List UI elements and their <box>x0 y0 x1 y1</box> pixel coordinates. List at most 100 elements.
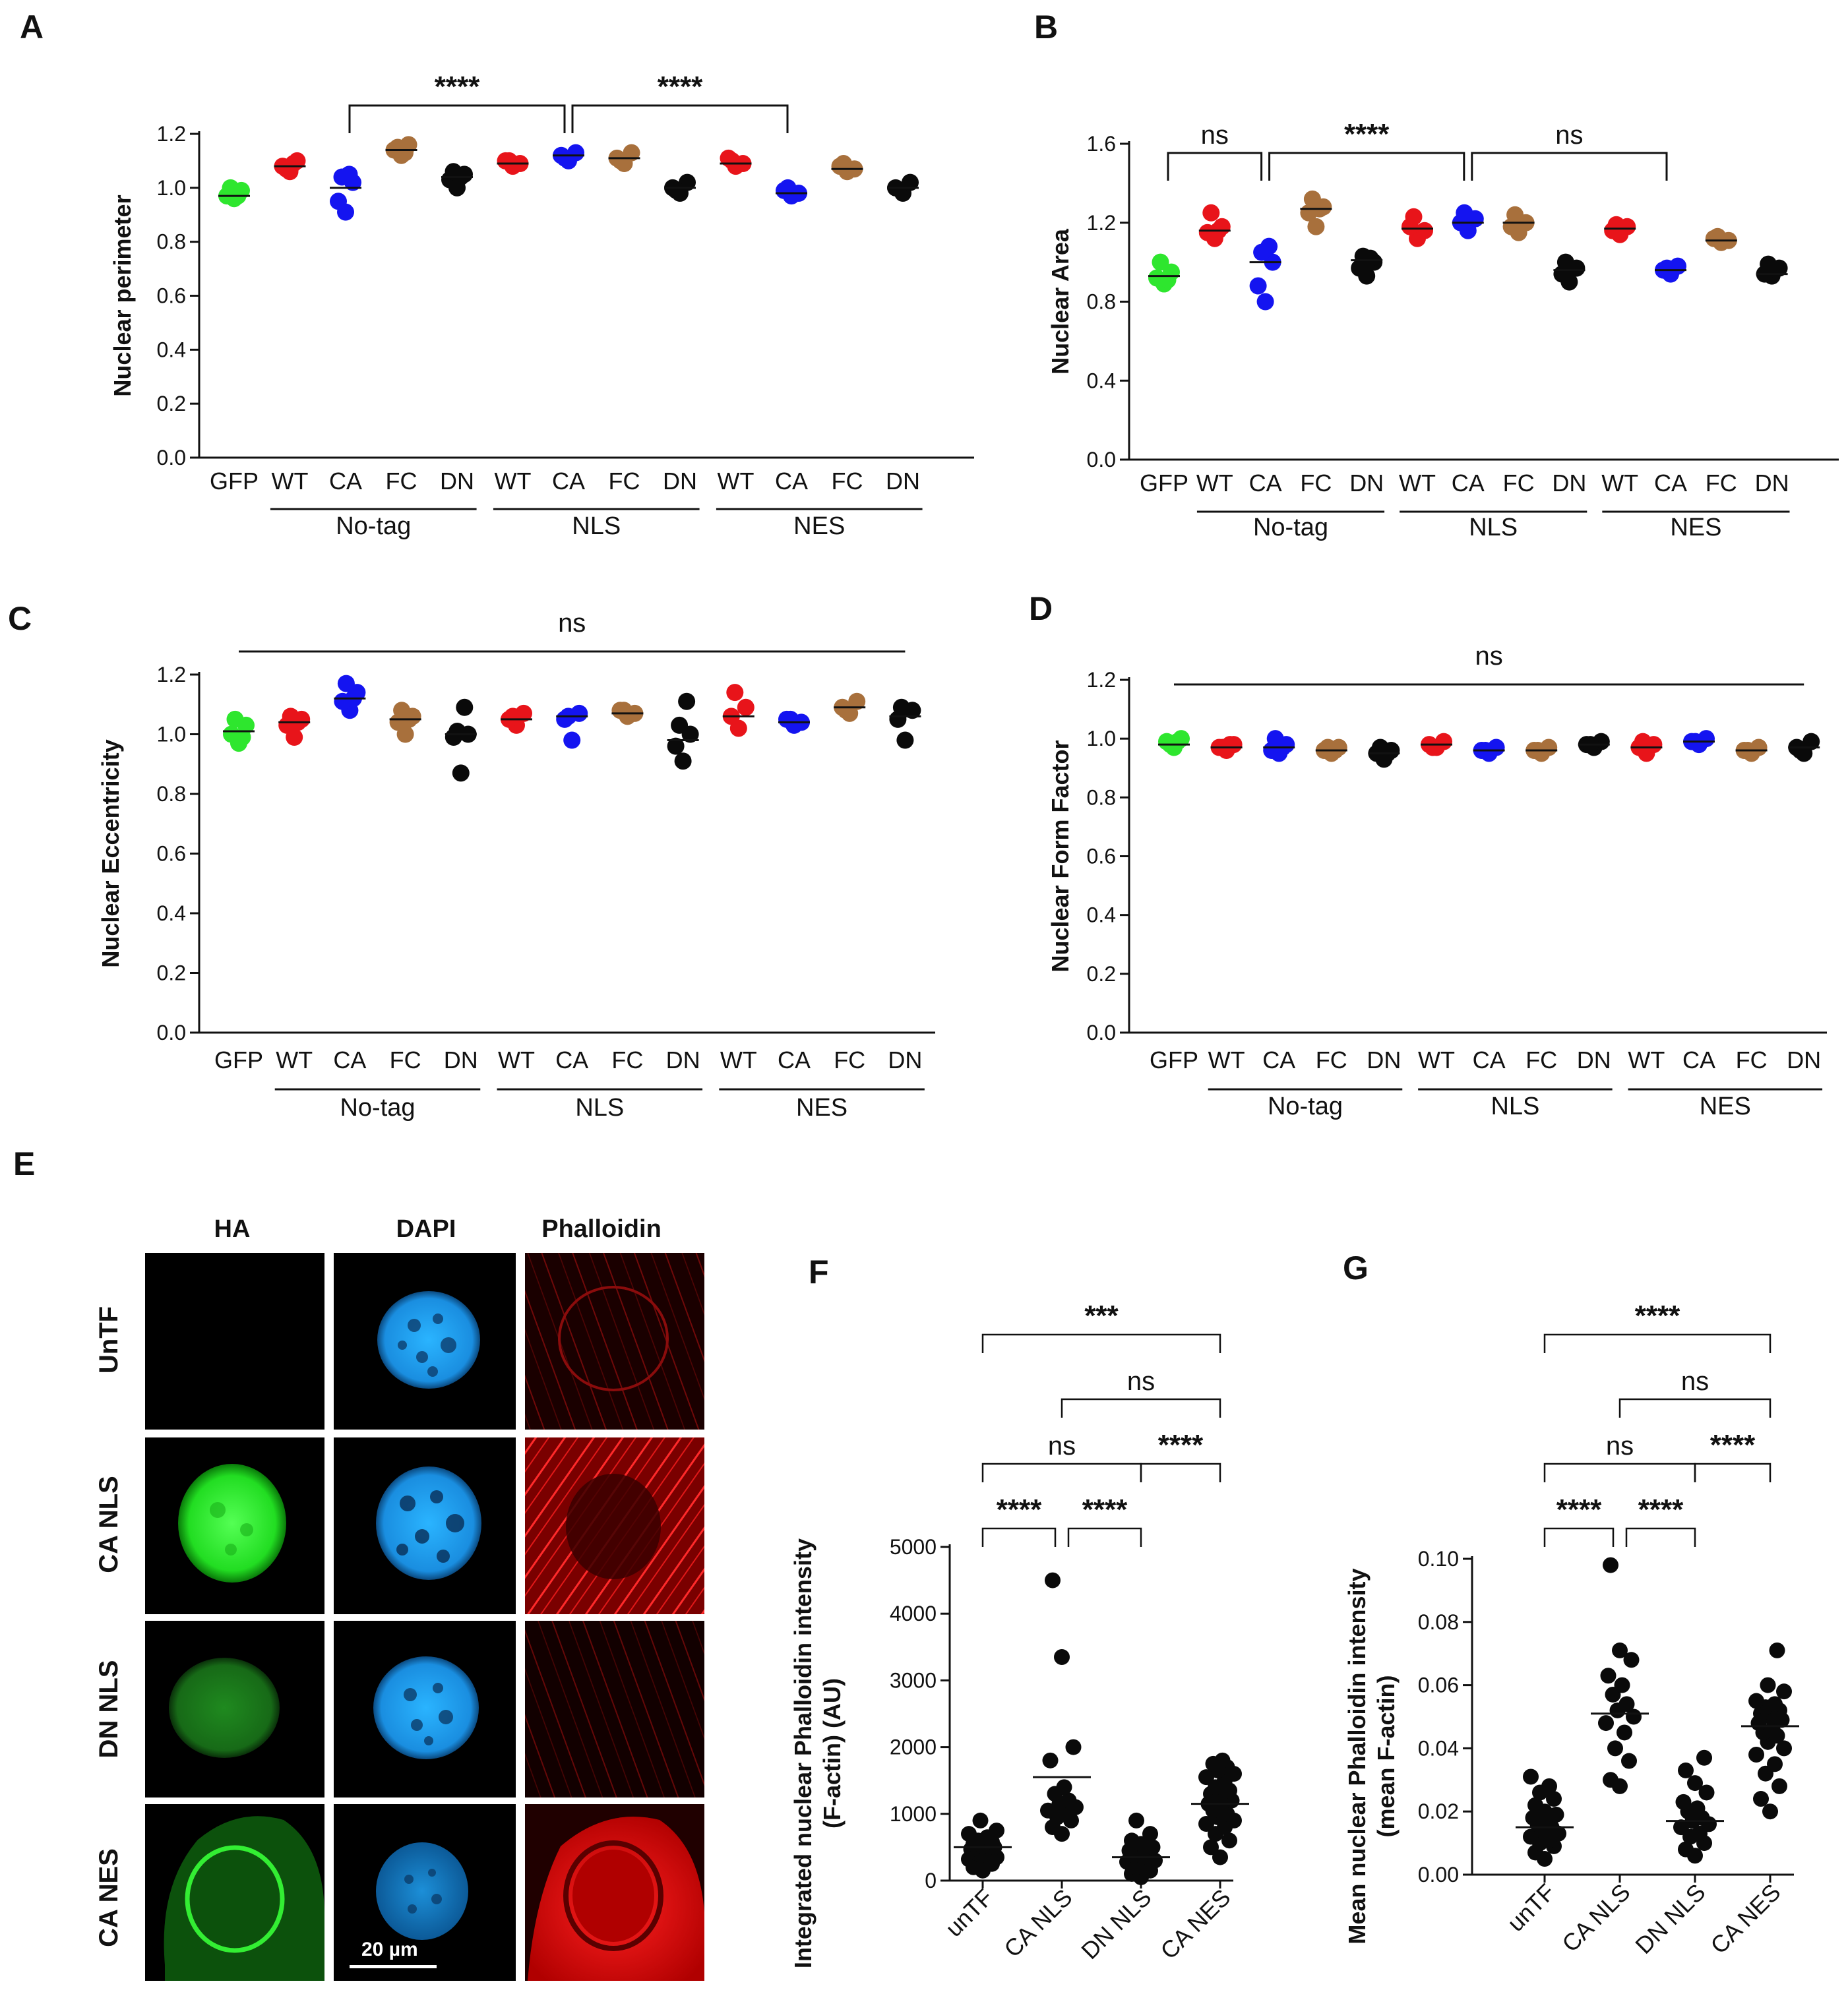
significance-bracket <box>981 1463 1142 1482</box>
significance-label: ns <box>1681 1367 1709 1396</box>
data-point <box>1617 1724 1632 1741</box>
data-point <box>1061 1792 1077 1809</box>
panel-letter-e: E <box>13 1145 35 1182</box>
data-point <box>1687 1775 1703 1792</box>
micro-ca-nls-ha <box>145 1437 324 1614</box>
significance-bracket <box>1543 1333 1771 1353</box>
x-tick-label: FC <box>609 468 640 495</box>
micro-col-dapi: DAPI <box>396 1215 456 1243</box>
data-point <box>1541 1778 1557 1794</box>
group-label: NES <box>1670 514 1721 541</box>
significance-label: **** <box>435 71 480 103</box>
group-label: NLS <box>572 512 621 540</box>
x-tick-label: CA NLS <box>1556 1879 1636 1958</box>
y-axis-label: Nuclear perimeter <box>109 195 136 396</box>
data-point <box>674 752 692 770</box>
data-point <box>1776 1683 1792 1700</box>
y-tick-label: 0.2 <box>157 961 186 985</box>
micro-col-ha: HA <box>214 1215 251 1243</box>
x-tick-label: GFP <box>210 468 259 495</box>
y-tick-label: 5000 <box>890 1535 937 1559</box>
data-point <box>563 731 581 749</box>
data-point <box>835 155 852 173</box>
x-tick-label: WT <box>498 1046 535 1073</box>
data-point <box>1249 277 1267 295</box>
data-point <box>782 710 799 728</box>
group-label: NES <box>1700 1093 1751 1120</box>
data-point <box>1771 1778 1787 1794</box>
y-tick-label: 4000 <box>890 1602 937 1625</box>
micro-ca-nes-ha <box>145 1804 324 1981</box>
group-label: No-tag <box>1253 514 1328 541</box>
x-tick-label: DN <box>663 468 697 495</box>
y-axis-label: Nuclear Area <box>1047 228 1074 375</box>
data-point <box>452 764 470 782</box>
x-tick-label: FC <box>1503 469 1535 497</box>
x-tick-label: FC <box>1706 469 1737 497</box>
data-point <box>671 716 689 734</box>
data-point <box>961 1826 977 1842</box>
group-label: No-tag <box>1268 1093 1343 1120</box>
x-tick-label: CA <box>555 1046 588 1073</box>
significance-label: ns <box>1555 121 1583 150</box>
data-point <box>1598 1715 1614 1732</box>
significance-label: **** <box>997 1494 1042 1526</box>
data-point <box>1753 1791 1769 1807</box>
y-tick-label: 0.4 <box>1087 903 1116 927</box>
x-tick-label: DN <box>1577 1046 1611 1073</box>
x-tick-label: CA NLS <box>999 1884 1078 1963</box>
y-tick-label: 0.0 <box>1087 1021 1116 1044</box>
significance-bracket <box>1471 152 1668 181</box>
scale-bar-label: 20 µm <box>361 1939 418 1960</box>
data-point <box>1124 1832 1140 1849</box>
y-axis-label: Nuclear Form Factor <box>1047 740 1074 972</box>
significance-bracket <box>1625 1527 1696 1547</box>
y-tick-label: 0.6 <box>157 284 186 308</box>
group-label: No-tag <box>340 1094 415 1122</box>
data-point <box>1769 1642 1785 1658</box>
significance-bracket <box>571 104 789 133</box>
data-point <box>1600 1668 1617 1684</box>
data-point <box>1256 293 1274 311</box>
group-label: No-tag <box>336 512 411 540</box>
data-point <box>1198 1769 1214 1786</box>
x-tick-label: DN <box>1367 1046 1401 1073</box>
microscopy-panel: HA DAPI Phalloidin UnTF CA NLS DN NLS CA… <box>94 1215 704 1981</box>
data-point <box>1748 1693 1764 1709</box>
panel-letter-a: A <box>20 9 44 45</box>
chart-integrated-phalloidin: 0 1000 2000 3000 4000 5000 Integrated nuclear … <box>789 1300 1249 1968</box>
data-point <box>1142 1826 1158 1842</box>
data-point <box>330 193 347 210</box>
data-point <box>1698 1784 1715 1801</box>
y-tick-label: 0.04 <box>1418 1736 1459 1760</box>
data-point <box>678 692 696 710</box>
micro-row-ca-nls: CA NLS <box>94 1476 123 1573</box>
y-tick-label: 0.2 <box>157 392 186 415</box>
x-tick-label: FC <box>1736 1046 1768 1073</box>
x-tick-label: CA <box>778 1046 811 1073</box>
x-tick-label: DN <box>1349 469 1384 497</box>
y-axis-label: Mean nuclear Phalloidin intensity <box>1343 1568 1371 1944</box>
data-point <box>1603 1772 1618 1788</box>
x-tick-label: DN NLS <box>1076 1884 1156 1964</box>
data-point <box>1621 1753 1637 1769</box>
y-tick-label: 1.2 <box>157 122 186 146</box>
data-point <box>1307 218 1325 235</box>
significance-bracket <box>1268 152 1465 181</box>
y-tick-label: 0.0 <box>157 1021 186 1044</box>
x-tick-label: unTF <box>940 1884 998 1942</box>
significance-label: **** <box>1635 1300 1680 1332</box>
y-tick-label: 0.8 <box>157 230 186 254</box>
significance-bracket <box>1618 1398 1771 1418</box>
data-point <box>1506 206 1524 224</box>
significance-label: ns <box>1475 642 1502 671</box>
x-tick-label: CA <box>1654 469 1687 497</box>
data-point <box>737 698 755 716</box>
x-tick-label: FC <box>1300 469 1332 497</box>
significance-bracket <box>1140 1463 1221 1482</box>
data-point <box>1040 1802 1056 1819</box>
panel-letter-d: D <box>1029 590 1053 627</box>
x-tick-label: CA <box>1249 469 1282 497</box>
y-tick-label: 1.0 <box>157 723 186 746</box>
panel-letter-g: G <box>1343 1250 1369 1286</box>
